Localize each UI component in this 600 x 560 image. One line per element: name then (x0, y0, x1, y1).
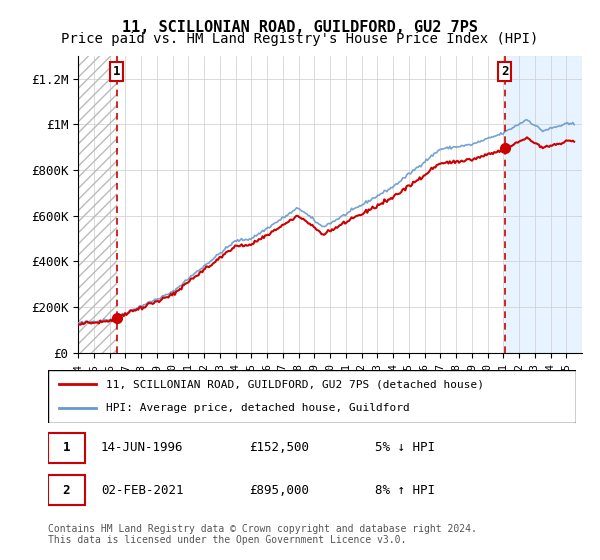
Text: 8% ↑ HPI: 8% ↑ HPI (376, 484, 436, 497)
Text: 2: 2 (63, 484, 70, 497)
FancyBboxPatch shape (48, 370, 576, 423)
Text: 1: 1 (113, 65, 121, 78)
Bar (78, 56, 116, 353)
Bar (505, 56, 582, 353)
Text: £895,000: £895,000 (248, 484, 308, 497)
FancyBboxPatch shape (48, 433, 85, 463)
Text: Contains HM Land Registry data © Crown copyright and database right 2024.
This d: Contains HM Land Registry data © Crown c… (48, 524, 477, 545)
Text: 02-FEB-2021: 02-FEB-2021 (101, 484, 184, 497)
Text: 11, SCILLONIAN ROAD, GUILDFORD, GU2 7PS (detached house): 11, SCILLONIAN ROAD, GUILDFORD, GU2 7PS … (106, 380, 484, 390)
Text: HPI: Average price, detached house, Guildford: HPI: Average price, detached house, Guil… (106, 403, 410, 413)
Text: 14-JUN-1996: 14-JUN-1996 (101, 441, 184, 454)
Text: 1: 1 (63, 441, 70, 454)
Text: 5% ↓ HPI: 5% ↓ HPI (376, 441, 436, 454)
Text: £152,500: £152,500 (248, 441, 308, 454)
Text: 2: 2 (501, 65, 508, 78)
Text: Price paid vs. HM Land Registry's House Price Index (HPI): Price paid vs. HM Land Registry's House … (61, 32, 539, 46)
FancyBboxPatch shape (48, 475, 85, 505)
Text: 11, SCILLONIAN ROAD, GUILDFORD, GU2 7PS: 11, SCILLONIAN ROAD, GUILDFORD, GU2 7PS (122, 20, 478, 35)
